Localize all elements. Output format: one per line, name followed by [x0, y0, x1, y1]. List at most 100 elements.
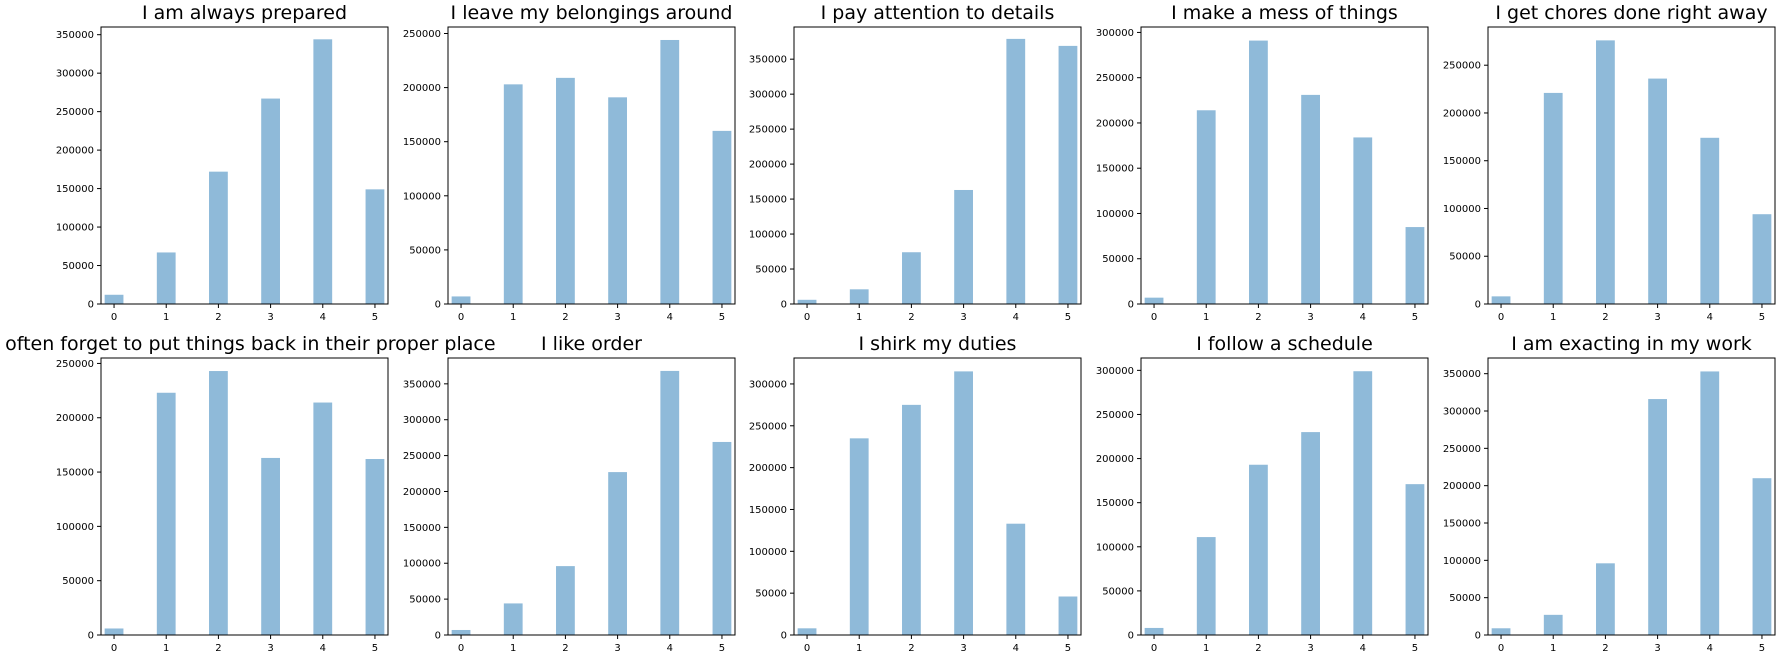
y-tick-label: 0: [1475, 300, 1481, 311]
y-tick-label: 200000: [56, 413, 94, 424]
bar: [1543, 614, 1563, 635]
x-tick-label: 2: [562, 312, 568, 323]
x-tick-label: 4: [1360, 643, 1366, 654]
plot-frame: [1487, 357, 1776, 636]
y-tick-label: 50000: [1102, 586, 1134, 597]
y-tick-label: 50000: [409, 595, 441, 606]
y-tick-label: 50000: [62, 261, 94, 272]
x-tick-label: 0: [111, 643, 117, 654]
bar: [712, 130, 732, 305]
y-tick-label: 50000: [409, 245, 441, 256]
x-tick-label: 4: [320, 312, 326, 323]
y-tick-label: 300000: [403, 415, 441, 426]
chart-panel: I pay attention to details 0 1 2 3 4 5 0 50000 10…: [749, 2, 1082, 323]
bar: [1596, 40, 1615, 305]
y-tick-label: 100000: [1096, 542, 1134, 553]
bar: [156, 252, 176, 304]
chart-title: I am always prepared: [142, 2, 347, 24]
y-tick-label: 350000: [56, 30, 94, 41]
y-tick-label: 300000: [1096, 28, 1134, 39]
y-tick-label: 150000: [749, 195, 787, 206]
bar: [1144, 627, 1164, 635]
y-tick-label: 50000: [1449, 252, 1481, 263]
bar: [1301, 432, 1320, 635]
x-tick-label: 1: [510, 312, 516, 323]
x-tick-label: 5: [372, 312, 378, 323]
chart-panel: I am exacting in my work 0 1 2 3 4 5 0 50000 1000…: [1443, 333, 1776, 654]
y-tick-label: 50000: [62, 576, 94, 587]
x-tick-label: 1: [856, 643, 862, 654]
bar: [1006, 523, 1026, 635]
bar: [1648, 78, 1667, 304]
x-tick-label: 3: [960, 643, 966, 654]
x-tick-label: 5: [719, 643, 725, 654]
plot-frame: [793, 26, 1082, 305]
y-tick-label: 300000: [749, 90, 787, 101]
y-tick-label: 0: [1128, 631, 1134, 642]
chart-panel: I often forget to put things back in the…: [0, 333, 496, 654]
y-tick-label: 150000: [56, 468, 94, 479]
x-tick-label: 4: [667, 312, 673, 323]
y-tick-label: 50000: [755, 589, 787, 600]
bar: [797, 628, 817, 635]
bar: [261, 457, 280, 635]
y-tick-label: 150000: [749, 505, 787, 516]
chart-panel: I am always prepared 0 1 2 3 4 5 0 50000 100000 15…: [56, 2, 389, 323]
bar: [797, 299, 817, 304]
y-tick-label: 250000: [749, 125, 787, 136]
x-tick-label: 1: [163, 312, 169, 323]
bar: [1491, 628, 1511, 635]
y-tick-label: 200000: [749, 160, 787, 171]
bar: [608, 472, 627, 635]
x-tick-label: 3: [1654, 312, 1660, 323]
x-tick-label: 5: [1065, 643, 1071, 654]
plot-frame: [447, 357, 736, 636]
y-tick-label: 0: [435, 300, 441, 311]
x-tick-label: 4: [1360, 312, 1366, 323]
chart-panel: I shirk my duties 0 1 2 3 4 5 0 50000 100000 15000…: [749, 333, 1082, 654]
x-tick-label: 0: [804, 312, 810, 323]
x-tick-label: 4: [667, 643, 673, 654]
y-tick-label: 250000: [56, 107, 94, 118]
bar: [209, 171, 228, 304]
x-tick-label: 0: [111, 312, 117, 323]
y-tick-label: 0: [88, 300, 94, 311]
bar: [1405, 484, 1425, 635]
y-tick-label: 250000: [403, 29, 441, 40]
plot-frame: [1487, 26, 1776, 305]
x-tick-label: 2: [908, 312, 914, 323]
y-tick-label: 200000: [749, 463, 787, 474]
y-tick-label: 150000: [403, 137, 441, 148]
y-tick-label: 50000: [1102, 254, 1134, 265]
y-tick-label: 150000: [1443, 519, 1481, 530]
x-tick-label: 1: [1203, 312, 1209, 323]
y-tick-label: 150000: [1443, 156, 1481, 167]
x-tick-label: 3: [267, 312, 273, 323]
y-tick-label: 100000: [56, 223, 94, 234]
y-tick-label: 150000: [1096, 498, 1134, 509]
x-tick-label: 0: [804, 643, 810, 654]
x-tick-label: 2: [908, 643, 914, 654]
plot-frame: [1140, 357, 1429, 636]
bar: [954, 189, 973, 304]
chart-title: I like order: [541, 333, 642, 355]
y-tick-label: 350000: [403, 379, 441, 390]
x-tick-label: 4: [1707, 643, 1713, 654]
bar: [1405, 227, 1425, 304]
chart-title: I follow a schedule: [1196, 333, 1373, 355]
y-tick-label: 300000: [1096, 366, 1134, 377]
chart-title: I shirk my duties: [859, 333, 1017, 355]
x-tick-label: 0: [458, 643, 464, 654]
chart-title: I pay attention to details: [821, 2, 1055, 24]
y-tick-label: 100000: [749, 547, 787, 558]
bar: [1596, 563, 1615, 635]
x-tick-label: 3: [267, 643, 273, 654]
x-tick-label: 2: [1255, 643, 1261, 654]
x-tick-label: 2: [1255, 312, 1261, 323]
bar: [1006, 38, 1026, 304]
y-tick-label: 150000: [1096, 164, 1134, 175]
y-tick-label: 0: [435, 631, 441, 642]
y-tick-label: 350000: [1443, 369, 1481, 380]
bar: [313, 39, 333, 305]
